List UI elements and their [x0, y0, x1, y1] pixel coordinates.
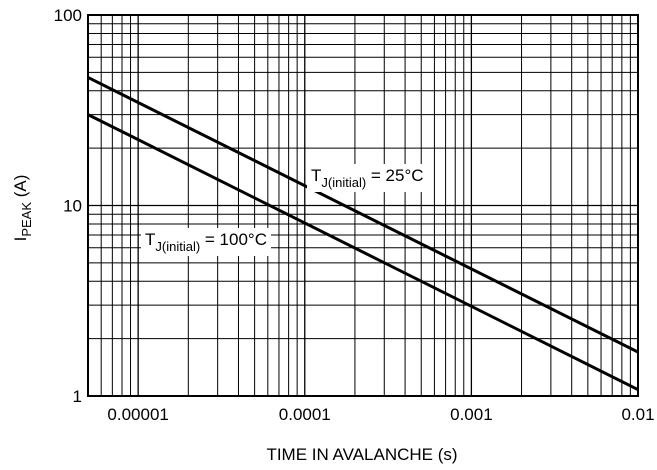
- x-axis-title: TIME IN AVALANCHE (s): [266, 445, 457, 464]
- y-tick-labels: 1 10 100: [54, 6, 82, 406]
- annotation-25c-sub: J(initial): [321, 175, 366, 190]
- annotation-25c-background: [307, 164, 428, 192]
- annotation-100c-sub: J(initial): [155, 239, 200, 254]
- annotation-25c-main: T: [311, 166, 321, 185]
- series-lines: [87, 76, 639, 391]
- y-tick-label: 10: [63, 197, 82, 216]
- annotation-100c-rest: = 100°C: [200, 230, 267, 249]
- series-line-1: [87, 113, 639, 391]
- x-tick-labels: 0.00001 0.0001 0.001 0.01: [107, 405, 654, 424]
- x-tick-label: 0.001: [450, 405, 493, 424]
- y-tick-label: 100: [54, 6, 82, 25]
- series-line-0: [87, 76, 639, 354]
- x-tick-label: 0.00001: [107, 405, 168, 424]
- annotation-100c: TJ(initial) = 100°C: [145, 230, 267, 254]
- grid: [88, 15, 638, 397]
- plot-frame: [87, 14, 639, 397]
- x-tick-label: 0.01: [621, 405, 654, 424]
- y-axis-title-rest: (A): [11, 175, 30, 202]
- annotation-25c: TJ(initial) = 25°C: [311, 166, 424, 190]
- annotation-25c-rest: = 25°C: [366, 166, 423, 185]
- x-tick-label: 0.0001: [279, 405, 331, 424]
- annotation-100c-main: T: [145, 230, 155, 249]
- y-axis-title-main: I: [11, 237, 30, 242]
- y-axis-title-sub: PEAK: [19, 202, 34, 237]
- annotation-100c-background: [141, 228, 272, 256]
- y-tick-label: 1: [73, 387, 82, 406]
- y-axis-title: IPEAK (A): [11, 175, 34, 242]
